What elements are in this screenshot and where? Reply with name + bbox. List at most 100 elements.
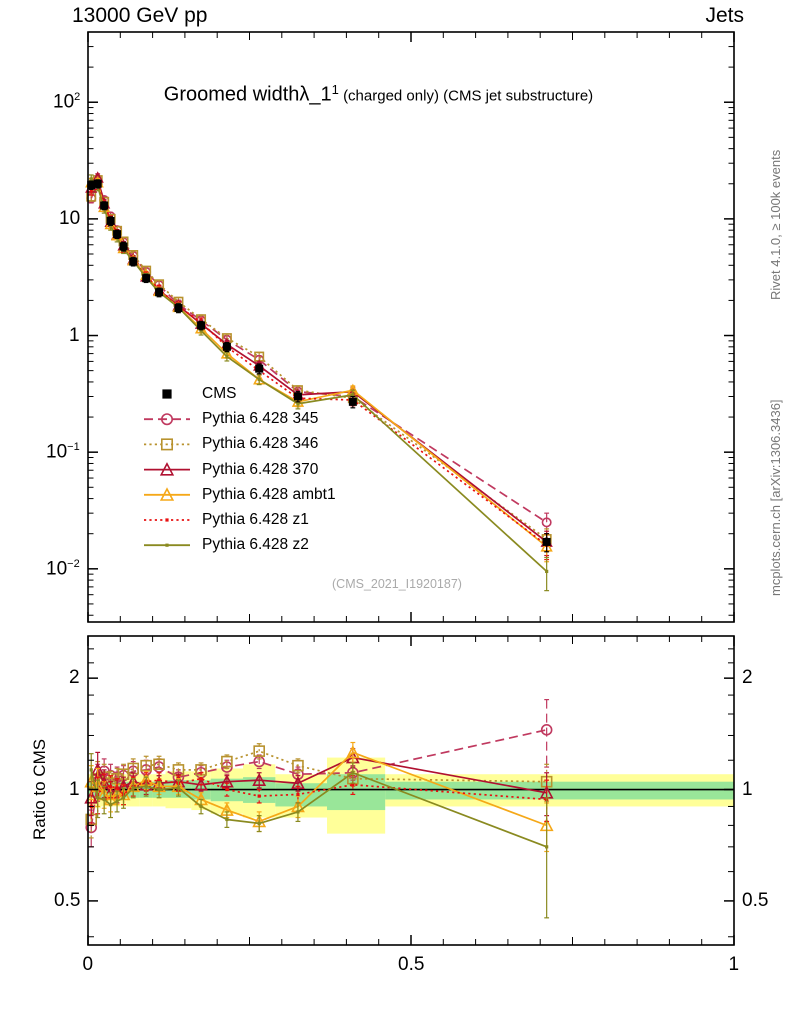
marker-triangle	[219, 774, 234, 788]
marker-square	[140, 759, 152, 772]
marker-dot	[199, 329, 203, 333]
marker-dot	[351, 393, 355, 397]
marker-circle	[104, 769, 117, 782]
marker-dot	[545, 569, 549, 574]
marker-square	[221, 755, 233, 768]
marker-square-filled	[293, 392, 302, 401]
main-ytick-label-4: 10−2	[46, 557, 80, 580]
plot-title-main: Groomed width	[163, 83, 300, 106]
main-ytick-label-0: 102	[53, 91, 81, 113]
marker-dot	[89, 177, 93, 181]
marker-dot	[165, 543, 169, 547]
marker-square-filled	[197, 321, 206, 330]
plot-title-sup: 1	[331, 82, 339, 97]
marker-dot	[296, 792, 300, 797]
marker-square-filled	[155, 288, 164, 297]
band-inner	[385, 781, 734, 800]
marker-square-filled	[142, 274, 151, 283]
marker-dot	[257, 794, 261, 798]
marker-triangle	[194, 777, 208, 791]
ratio-y-ticks	[88, 648, 734, 938]
legend-label-5: Pythia 6.428 z1	[202, 511, 309, 528]
marker-dot	[157, 778, 161, 782]
marker-dot	[157, 787, 161, 792]
marker-dot	[199, 777, 203, 781]
plot-title-symbol: λ_1	[299, 83, 332, 106]
ratio-ytick-label-right-1: 1	[742, 778, 753, 800]
band-inner	[327, 774, 386, 811]
legend-label-3: Pythia 6.428 370	[202, 460, 319, 478]
marker-dot	[176, 786, 181, 790]
series-line	[90, 769, 547, 848]
main-ytick-label-3: 10−1	[46, 441, 80, 463]
main-panel-series	[85, 171, 553, 592]
marker-circle	[161, 413, 174, 426]
marker-dot	[115, 786, 119, 790]
marker-square-filled	[113, 230, 122, 239]
ratio-ytick-label-left-2: 0.5	[54, 889, 81, 911]
marker-dot	[102, 797, 106, 802]
legend-label-4: Pythia 6.428 ambt1	[202, 485, 336, 503]
marker-dot	[296, 402, 300, 406]
legend-label-1: Pythia 6.428 345	[202, 410, 319, 428]
marker-square-filled	[222, 342, 231, 351]
legend-label-0: CMS	[202, 385, 237, 402]
dataset-watermark: (CMS_2021_I1920187)	[332, 577, 462, 591]
marker-dot	[351, 783, 355, 787]
marker-dot	[109, 803, 113, 807]
marker-dot	[144, 784, 148, 788]
main-ytick-label-2: 1	[69, 324, 80, 346]
marker-square-filled	[255, 364, 264, 373]
legend-label-6: Pythia 6.428 z2	[202, 536, 309, 554]
marker-square-filled	[93, 179, 102, 188]
series-line	[90, 180, 548, 524]
ratio-panel-series	[84, 699, 554, 919]
marker-dot	[257, 821, 261, 825]
marker-dot	[225, 787, 229, 792]
xtick-label-0: 0	[82, 954, 94, 975]
marker-dot	[199, 804, 203, 809]
plot-title-charged: (charged only)	[343, 87, 439, 105]
marker-dot	[131, 786, 135, 790]
ratio-ytick-label-left-0: 2	[69, 667, 80, 689]
marker-square-filled	[174, 304, 183, 313]
marker-triangle	[159, 462, 175, 476]
marker-square-filled	[106, 216, 115, 225]
marker-circle	[541, 517, 552, 528]
marker-dot	[225, 354, 229, 359]
xtick-label-2: 1	[728, 954, 740, 975]
marker-square-filled	[129, 257, 138, 266]
series-line	[90, 750, 547, 820]
marker-square	[153, 758, 165, 771]
marker-square	[253, 745, 265, 757]
legend-label-2: Pythia 6.428 346	[202, 435, 319, 453]
marker-dot	[165, 518, 169, 522]
x-axis-ticks	[87, 636, 735, 945]
marker-circle	[540, 724, 553, 736]
marker-dot	[96, 796, 100, 800]
main-panel-frame	[87, 31, 735, 623]
marker-dot	[115, 799, 119, 803]
ratio-ytick-label-right-0: 2	[742, 667, 753, 689]
marker-dot	[109, 784, 113, 788]
y-axis-ticks	[88, 31, 734, 616]
marker-triangle	[252, 772, 267, 786]
series-line	[90, 178, 548, 573]
plot-title-sub2: (CMS jet substructure)	[443, 87, 594, 105]
header-right: Jets	[705, 4, 744, 27]
marker-triangle	[159, 487, 175, 501]
series-line	[90, 751, 547, 827]
marker-square-filled	[87, 181, 96, 190]
xtick-label-1: 0.5	[398, 954, 425, 975]
marker-square-filled	[119, 242, 128, 251]
marker-dot	[351, 771, 355, 775]
marker-square	[292, 759, 304, 772]
legend	[144, 389, 190, 547]
marker-dot	[121, 796, 126, 800]
x-axis-ticks	[87, 32, 735, 622]
marker-square-filled	[348, 397, 357, 406]
plot-title: Groomed widthλ_11 (charged only) (CMS je…	[146, 64, 593, 124]
marker-dot	[296, 810, 300, 814]
